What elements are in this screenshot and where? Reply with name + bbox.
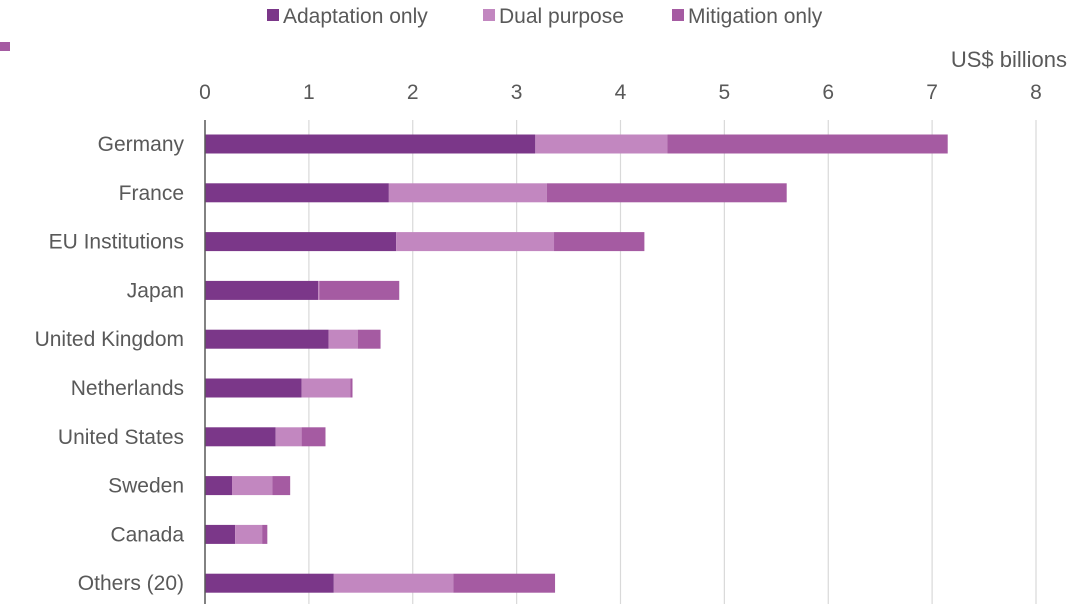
bar-segment xyxy=(205,183,389,203)
x-tick-label: 2 xyxy=(407,81,419,104)
x-tick-label: 5 xyxy=(719,81,731,104)
bar-segment xyxy=(205,280,319,300)
category-label: United States xyxy=(58,426,184,449)
x-tick-label: 0 xyxy=(199,81,211,104)
bar-segment xyxy=(232,476,273,496)
x-tick-label: 1 xyxy=(303,81,315,104)
category-label: Japan xyxy=(127,279,184,302)
bar-segment xyxy=(205,378,302,398)
category-label: EU Institutions xyxy=(49,231,184,254)
bar-segment xyxy=(205,573,334,593)
bar-segment xyxy=(205,329,329,349)
x-tick-label: 4 xyxy=(615,81,627,104)
category-label: Canada xyxy=(110,523,184,546)
bar-segment xyxy=(318,280,320,300)
x-tick-label: 7 xyxy=(926,81,938,104)
x-axis-ticks: 0 1 2 3 4 5 6 7 8 xyxy=(199,81,1042,104)
category-label: Others (20) xyxy=(78,572,184,595)
x-tick-label: 3 xyxy=(511,81,523,104)
bar-segment xyxy=(272,476,291,496)
bar-segment xyxy=(205,134,536,154)
legend-swatch xyxy=(483,9,495,21)
legend-label: Adaptation only xyxy=(283,5,428,28)
legend-label: Mitigation only xyxy=(688,5,823,28)
bar-segment xyxy=(205,476,233,496)
bar-segment xyxy=(205,524,236,544)
bar-segment xyxy=(319,280,400,300)
bar-segment xyxy=(301,378,351,398)
bar-segment xyxy=(350,378,353,398)
category-label: Netherlands xyxy=(71,377,184,400)
category-label: France xyxy=(119,182,184,205)
bar-segment xyxy=(453,573,556,593)
category-label: United Kingdom xyxy=(35,328,184,351)
category-label: Sweden xyxy=(108,475,184,498)
legend-swatch-fragment xyxy=(0,42,10,51)
bars xyxy=(205,134,948,593)
bar-segment xyxy=(205,427,276,447)
bar-segment xyxy=(333,573,454,593)
x-axis-label: US$ billions xyxy=(951,47,1067,72)
bar-segment xyxy=(546,183,787,203)
bar-segment xyxy=(357,329,381,349)
bar-segment xyxy=(262,524,268,544)
legend-label: Dual purpose xyxy=(499,5,624,28)
bar-segment xyxy=(554,232,645,252)
bar-segment xyxy=(396,232,555,252)
bar-segment xyxy=(328,329,358,349)
legend-swatch xyxy=(672,9,684,21)
legend-entry: Adaptation only xyxy=(267,5,428,28)
bar-segment xyxy=(275,427,302,447)
legend-entry: Dual purpose xyxy=(483,5,624,28)
x-tick-label: 8 xyxy=(1030,81,1042,104)
bar-segment xyxy=(301,427,326,447)
bar-segment xyxy=(205,232,397,252)
category-label: Germany xyxy=(98,133,185,156)
bar-segment xyxy=(388,183,547,203)
bar-segment xyxy=(535,134,668,154)
legend-swatch xyxy=(267,9,279,21)
bar-segment xyxy=(667,134,948,154)
legend-entry: Mitigation only xyxy=(672,5,823,28)
y-axis-labels: Germany France EU Institutions Japan United … xyxy=(35,133,185,595)
x-tick-label: 6 xyxy=(822,81,834,104)
legend: Adaptation only Dual purpose Mitigation on… xyxy=(0,5,823,51)
bar-segment xyxy=(235,524,263,544)
